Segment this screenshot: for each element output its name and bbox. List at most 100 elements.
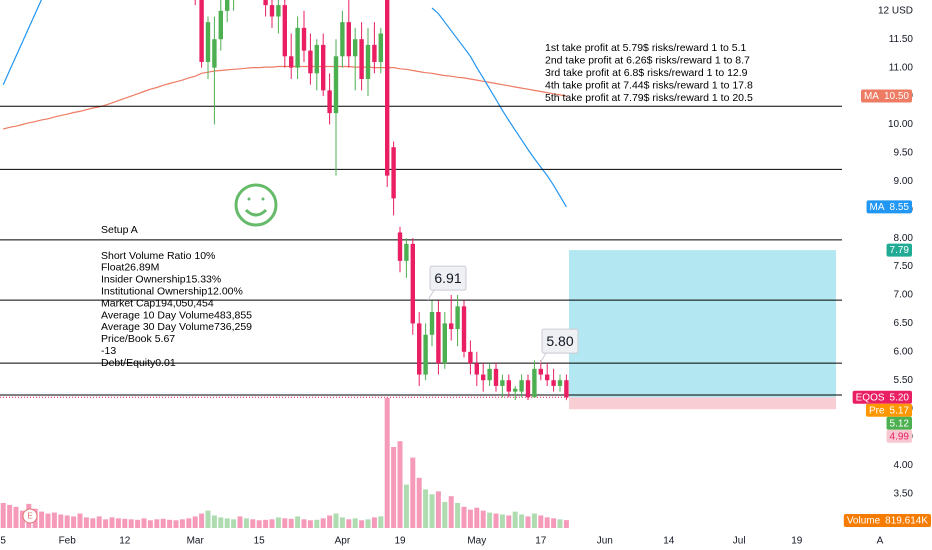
volume-bar (103, 519, 109, 528)
x-tick-label: 19 (791, 536, 803, 547)
setup-note: Float26.89M (101, 262, 159, 274)
volume-badge-text: Volume (847, 516, 881, 527)
volume-bar (237, 516, 243, 528)
volume-badge-box (843, 514, 931, 527)
x-tick-label: 14 (663, 536, 675, 547)
profit-zone (569, 250, 836, 398)
x-tick-label: Apr (335, 536, 351, 547)
candle-body (308, 50, 313, 74)
setup-note: Short Volume Ratio 10% (101, 250, 215, 262)
volume-bar (525, 516, 531, 528)
candle-body (449, 323, 454, 330)
x-tick-label: A (877, 536, 884, 547)
volume-bar (0, 502, 6, 528)
volume-bar (301, 519, 307, 528)
volume-bar (551, 518, 557, 528)
callout-label: 5.80 (546, 333, 573, 349)
candle-body (289, 56, 294, 68)
volume-bar (538, 515, 544, 528)
volume-bar (128, 519, 134, 528)
candle-body (532, 368, 537, 398)
price-badge: 7.79 (886, 243, 912, 257)
volume-bar (410, 457, 416, 528)
callout-pointer (427, 289, 435, 301)
candle-body (436, 312, 441, 364)
volume-bar (109, 517, 115, 528)
volume-bar (442, 501, 448, 528)
candle-body (429, 312, 435, 335)
volume-bar (288, 518, 294, 528)
y-tick-label: 11.00 (889, 62, 914, 73)
smiley (234, 183, 278, 227)
volume-bar (359, 520, 365, 528)
volume-bar (474, 507, 480, 528)
volume-bar (544, 517, 550, 528)
volume-bar (269, 519, 275, 528)
volume-bar (531, 513, 537, 528)
annotations: E Setup A 1st take profit at 5.79$ risks… (22, 42, 753, 524)
volume-bar (519, 514, 525, 528)
volume-bar (115, 518, 121, 528)
y-tick-label: 10.00 (888, 119, 913, 130)
earnings-marker[interactable] (22, 508, 38, 524)
y-tick-label: 5.50 (894, 375, 914, 386)
candle-body (391, 147, 396, 199)
volume-bar (205, 510, 211, 528)
volume-bar (320, 518, 326, 528)
x-tick-label: 17 (535, 536, 547, 547)
callout-label: 6.91 (434, 270, 461, 286)
x-tick-label: 12 (119, 536, 131, 547)
candle-body (378, 33, 383, 62)
volume-bar (365, 519, 371, 528)
volume-bar (45, 513, 51, 528)
volume-bar (243, 518, 249, 528)
candle-body (564, 380, 569, 398)
candle-body (410, 243, 415, 324)
candle-body (269, 5, 275, 17)
volume-bar (211, 515, 217, 528)
volume-bar (397, 441, 403, 528)
callout-pointer (539, 352, 547, 364)
volume-bar (282, 518, 288, 528)
price-badge: MA 10.50 (860, 89, 912, 103)
smiley-mouth (244, 208, 268, 217)
volume-bar (378, 516, 384, 528)
volume-bar (173, 520, 179, 528)
candle-body (263, 0, 268, 6)
volume-bar (147, 520, 153, 528)
y-tick-label: 8.00 (894, 233, 914, 244)
volume-bar (250, 519, 256, 528)
setup-note: Average 10 Day Volume483,855 (101, 309, 252, 321)
volume-bar (275, 517, 281, 528)
volume-bar (448, 496, 454, 528)
candle-body (474, 363, 479, 375)
volume-bar (563, 520, 569, 528)
volume-bar (314, 519, 320, 528)
candle-body (525, 380, 531, 398)
volume-bar (371, 517, 377, 528)
y-tick-label: 12 USD (878, 5, 913, 16)
candle-body (295, 27, 300, 68)
setup-title: Setup A (101, 224, 138, 236)
smiley-face (234, 183, 278, 227)
y-tick-label: 7.50 (894, 261, 914, 272)
volume-bar (96, 516, 102, 528)
setup-note: Debt/Equity0.01 (101, 357, 176, 369)
volume-bar (154, 519, 160, 528)
price-badge: EQOS 5.20 (852, 390, 912, 404)
take-profit-note: 3rd take profit at 6.8$ risks/reward 1 t… (545, 67, 748, 79)
y-tick-label: 9.50 (894, 148, 914, 159)
setup-note: Market Cap194,050,454 (101, 297, 214, 309)
candle-body (282, 5, 287, 57)
candle-body (365, 44, 371, 80)
earnings-marker-label[interactable]: E (27, 512, 32, 521)
volume-bar (122, 518, 128, 528)
y-tick-label: 4.00 (894, 460, 914, 471)
candle-body (417, 323, 422, 375)
candle-body (397, 232, 403, 261)
price-badge: 5.12 (886, 416, 912, 430)
y-tick-label: 9.00 (894, 176, 914, 187)
candle-body (212, 39, 217, 68)
y-tick-label: 3.50 (894, 489, 914, 500)
